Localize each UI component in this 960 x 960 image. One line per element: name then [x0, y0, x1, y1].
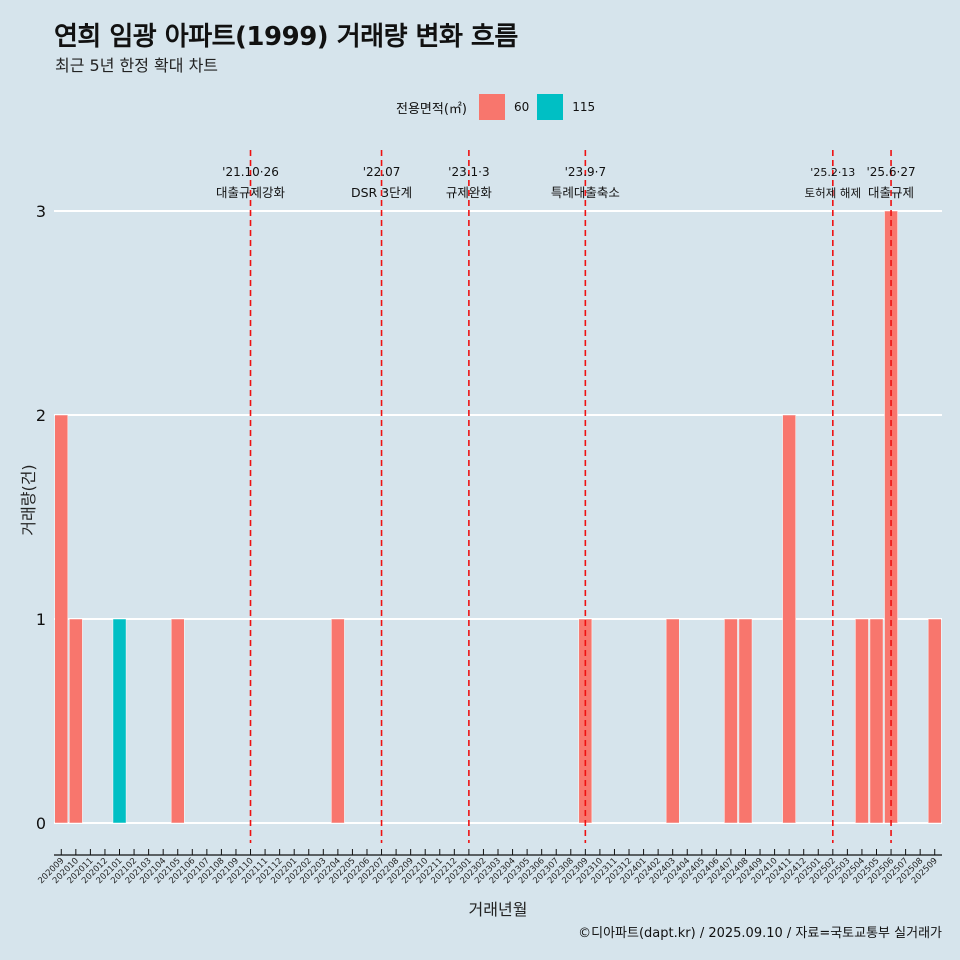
event-label-202110: 대출규제강화 — [216, 185, 286, 200]
event-date-202207: '22.07 — [363, 165, 401, 179]
bar-202509-60 — [927, 618, 942, 824]
bar-202505-60 — [869, 618, 884, 824]
y-tick-label-1: 1 — [36, 610, 46, 629]
legend-title: 전용면적(㎡) — [396, 101, 467, 117]
event-label-202502: 토허제 해제 — [805, 186, 862, 200]
bar-202009-60 — [54, 414, 69, 824]
bar-202403-60 — [665, 618, 680, 824]
bar-202010-60 — [69, 618, 83, 824]
bar-202408-60 — [738, 618, 753, 824]
legend-label-60: 60 — [513, 100, 530, 114]
chart-title: 연희 임광 아파트(1999) 거래량 변화 흐름 — [54, 22, 518, 52]
legend-swatch-60 — [478, 94, 505, 120]
event-label-202309: 특례대출축소 — [551, 185, 620, 200]
event-label-202301: 규제완화 — [446, 185, 493, 200]
legend-item-60: 60 — [478, 94, 530, 120]
event-date-202506: '25.6·27 — [866, 165, 915, 179]
bar-202411-60 — [782, 414, 796, 824]
bar-202101-115 — [112, 618, 127, 824]
legend: 전용면적(㎡) 60 115 — [396, 93, 603, 121]
bar-202204-60 — [331, 618, 345, 824]
x-axis-title: 거래년월 — [469, 900, 528, 919]
event-date-202301: '23.1·3 — [448, 165, 489, 179]
event-date-202309: '23.9·7 — [565, 165, 606, 179]
event-label-202506: 대출규제 — [868, 185, 914, 200]
legend-swatch-115 — [537, 94, 564, 120]
event-date-202502: '25.2·13 — [810, 166, 855, 179]
source-caption: ©디아파트(dapt.kr) / 2025.09.10 / 자료=국토교통부 실… — [578, 926, 942, 941]
y-tick-label-0: 0 — [36, 814, 46, 833]
bar-202105-60 — [170, 618, 185, 824]
y-tick-label-2: 2 — [36, 406, 46, 425]
chart-subtitle: 최근 5년 한정 확대 차트 — [55, 56, 219, 75]
bar-202407-60 — [724, 618, 738, 824]
event-date-202110: '21.10·26 — [222, 165, 279, 179]
legend-label-115: 115 — [572, 100, 596, 114]
y-axis-title: 거래량(건) — [19, 464, 38, 535]
bar-202504-60 — [855, 618, 869, 824]
y-tick-label-3: 3 — [36, 202, 46, 221]
event-label-202207: DSR 3단계 — [351, 185, 412, 200]
legend-item-115: 115 — [537, 94, 595, 120]
